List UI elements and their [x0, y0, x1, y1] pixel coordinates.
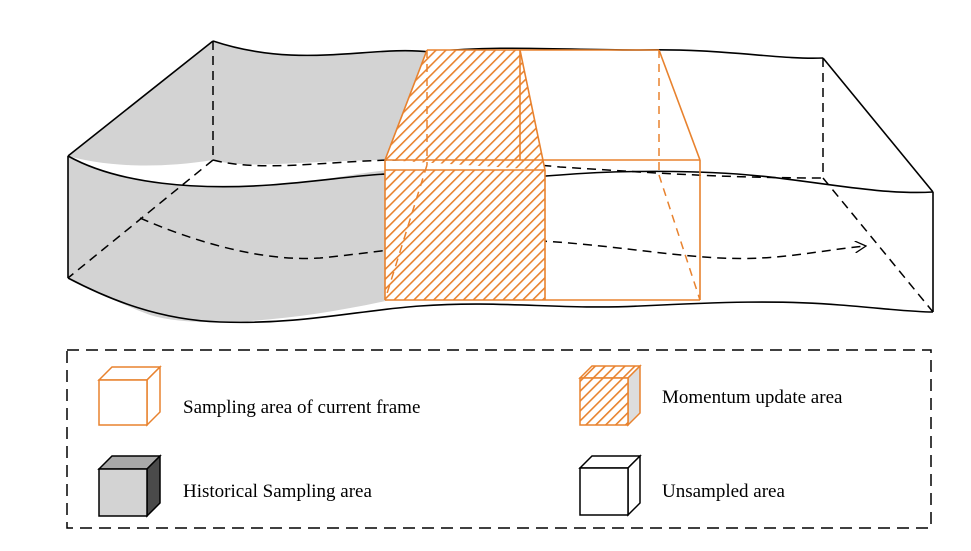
frame-right-top-edge	[658, 49, 701, 161]
legend-label-unsampled: Unsampled area	[662, 481, 785, 502]
historical-top-face	[68, 41, 430, 166]
orange-outline-cube-icon	[97, 365, 162, 427]
momentum-front-face	[385, 170, 545, 300]
legend: Sampling area of current frame Momentum …	[66, 349, 932, 529]
volume-front-bottom-edge	[67, 277, 934, 324]
legend-box	[66, 349, 932, 529]
momentum-top-face	[385, 50, 545, 170]
legend-label-current: Sampling area of current frame	[183, 397, 420, 418]
legend-label-momentum: Momentum update area	[662, 387, 843, 408]
white-cube-icon	[578, 454, 642, 517]
historical-front-face	[68, 156, 390, 323]
frame-hidden-right-floor-edge	[658, 174, 701, 301]
frame-hidden-left-floor-edge	[384, 164, 428, 301]
gray-cube-icon	[97, 454, 162, 518]
orange-hatched-cube-icon	[578, 364, 642, 427]
momentum-right-top-edge	[519, 49, 546, 171]
volume-hidden-right-floor-edge	[822, 177, 934, 313]
frame-left-top-edge	[384, 49, 428, 161]
volume-right-top-edge	[822, 57, 934, 193]
legend-label-historical: Historical Sampling area	[183, 481, 372, 502]
volume-left-top-edge	[67, 40, 214, 157]
current-frame-sampling-area	[384, 49, 701, 301]
volume-top-back-edge	[212, 40, 824, 60]
